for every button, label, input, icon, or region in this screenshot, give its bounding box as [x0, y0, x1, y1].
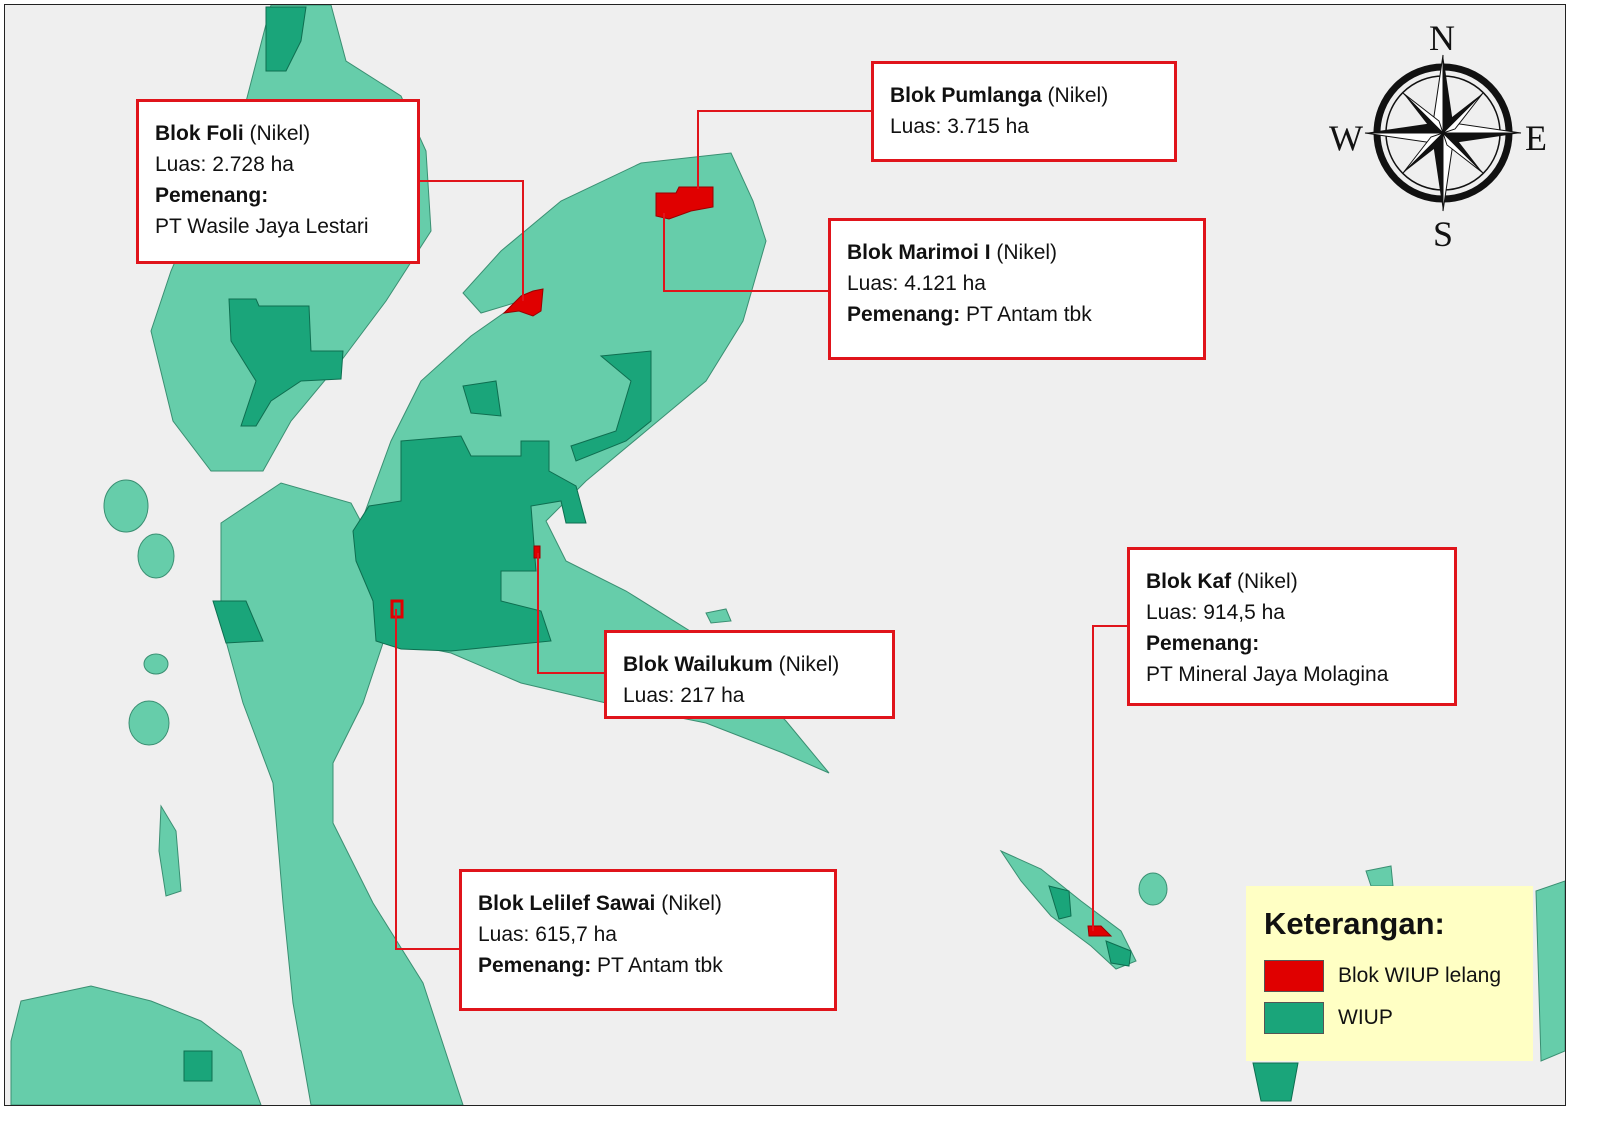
block-winner: PT Mineral Jaya Molagina: [1146, 663, 1389, 686]
legend-title: Keterangan:: [1264, 906, 1445, 941]
block-winner: PT Antam tbk: [597, 954, 723, 977]
winner-label: Pemenang:: [1146, 632, 1260, 655]
leader-line-pumlanga: [697, 110, 871, 189]
wiup-area: [1105, 940, 1132, 967]
wiup-area: [570, 350, 652, 462]
island: [158, 804, 182, 897]
compass-south: S: [1433, 214, 1454, 254]
wiup-area: [462, 380, 502, 417]
block-type: (Nikel): [1237, 570, 1298, 593]
leader-line-marimoi: [663, 213, 828, 292]
leader-lines: [395, 110, 1127, 950]
compass-rose-icon: [1364, 54, 1522, 212]
callout-blok-marimoi: Blok Marimoi I (Nikel) Luas: 4.121 ha Pe…: [828, 218, 1206, 360]
block-winner: PT Wasile Jaya Lestari: [155, 215, 369, 238]
wiup-area: [228, 298, 344, 427]
wiup-area: [212, 600, 264, 644]
block-area: Luas: 914,5 ha: [1146, 601, 1285, 624]
east-land: [1535, 880, 1565, 1062]
block-area: Luas: 217 ha: [623, 684, 745, 707]
block-pumlanga-shape: [655, 186, 714, 220]
block-name: Blok Foli: [155, 122, 244, 145]
block-area: Luas: 2.728 ha: [155, 153, 294, 176]
island: [705, 608, 732, 624]
winner-label: Pemenang:: [847, 303, 961, 326]
wiup-area: [183, 1050, 213, 1082]
winner-label: Pemenang:: [478, 954, 592, 977]
callout-blok-wailukum: Blok Wailukum (Nikel) Luas: 217 ha: [604, 630, 895, 719]
bacan-island: [10, 985, 262, 1105]
callout-blok-kaf: Blok Kaf (Nikel) Luas: 914,5 ha Pemenang…: [1127, 547, 1457, 706]
block-name: Blok Marimoi I: [847, 241, 991, 264]
callout-blok-lelilef-sawai: Blok Lelilef Sawai (Nikel) Luas: 615,7 h…: [459, 869, 837, 1011]
island: [1365, 865, 1394, 887]
block-area: Luas: 3.715 ha: [890, 115, 1029, 138]
block-name: Blok Lelilef Sawai: [478, 892, 656, 915]
callout-blok-foli: Blok Foli (Nikel) Luas: 2.728 ha Pemenan…: [136, 99, 420, 264]
island: [143, 653, 169, 675]
compass-west: W: [1329, 118, 1363, 158]
leader-line-wailukum: [537, 553, 604, 674]
block-name: Blok Kaf: [1146, 570, 1232, 593]
island: [1138, 872, 1168, 906]
wiup-area: [352, 435, 587, 652]
compass-east: E: [1525, 118, 1547, 158]
map-legend: Keterangan: Blok WIUP lelang WIUP: [1246, 886, 1533, 1061]
block-area: Luas: 4.121 ha: [847, 272, 986, 295]
block-winner: PT Antam tbk: [966, 303, 1092, 326]
block-type: (Nikel): [778, 653, 840, 676]
legend-label: WIUP: [1338, 1006, 1393, 1029]
block-name: Blok Wailukum: [623, 653, 773, 676]
compass-north: N: [1429, 18, 1455, 58]
legend-label: Blok WIUP lelang: [1338, 964, 1502, 987]
map-frame: N E S W Blok Foli (Nikel) Luas: 2.728 ha…: [4, 4, 1566, 1106]
block-name: Blok Pumlanga: [890, 84, 1042, 107]
island: [137, 533, 175, 579]
legend-item-wiup: WIUP: [1264, 1002, 1515, 1034]
wiup-area: [265, 6, 307, 72]
map-canvas: [10, 5, 1565, 1105]
wiup-area: [1048, 885, 1072, 920]
island: [128, 700, 170, 746]
legend-swatch-green: [1264, 1002, 1324, 1034]
wiup-areas: [183, 6, 1299, 1102]
block-type: (Nikel): [661, 892, 722, 915]
block-area: Luas: 615,7 ha: [478, 923, 617, 946]
block-type: (Nikel): [996, 241, 1058, 264]
leader-line-kaf: [1092, 625, 1127, 931]
block-type: (Nikel): [1047, 84, 1109, 107]
legend-swatch-red: [1264, 960, 1324, 992]
winner-label: Pemenang:: [155, 184, 269, 207]
wiup-area: [1252, 1062, 1299, 1102]
callout-blok-pumlanga: Blok Pumlanga (Nikel) Luas: 3.715 ha: [871, 61, 1177, 162]
leader-line-lelilef: [395, 609, 459, 950]
legend-item-lelang: Blok WIUP lelang: [1264, 960, 1515, 992]
leader-line-foli: [419, 180, 524, 301]
block-type: (Nikel): [249, 122, 311, 145]
block-foli-shape: [502, 288, 544, 317]
island: [103, 479, 149, 533]
